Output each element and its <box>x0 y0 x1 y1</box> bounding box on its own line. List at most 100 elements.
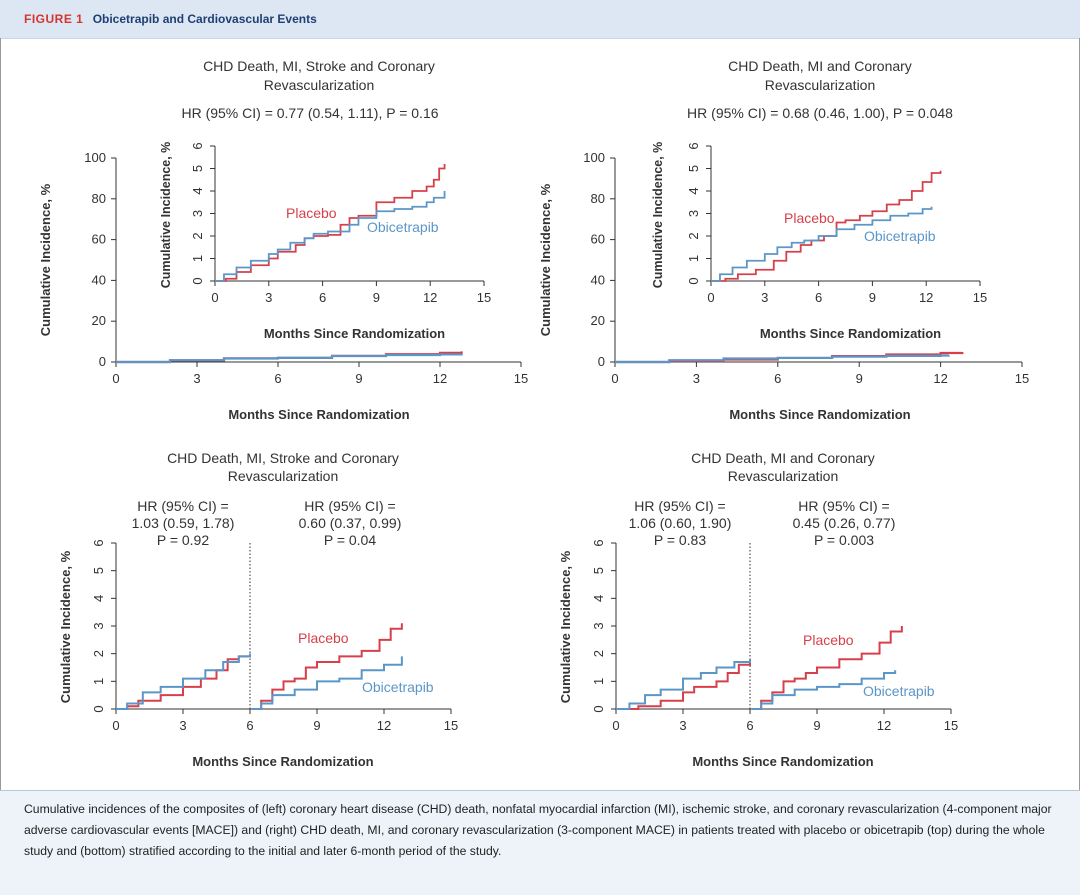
y-axis-label: Cumulative Incidence, % <box>38 183 53 336</box>
y-tick-label: 40 <box>92 272 106 287</box>
hazard-ratio-period-1-line-3: P = 0.83 <box>654 532 707 548</box>
x-tick-label: 6 <box>274 371 281 386</box>
hazard-ratio-text: HR (95% CI) = 0.77 (0.54, 1.11), P = 0.1… <box>181 105 438 121</box>
y-tick-label: 5 <box>91 567 106 574</box>
x-tick-label: 9 <box>313 718 320 733</box>
chart-title-line2: Revascularization <box>264 77 375 93</box>
x-tick-label: 3 <box>179 718 186 733</box>
placebo-line <box>616 626 903 710</box>
y-tick-label: 6 <box>190 142 205 149</box>
y-tick-label: 100 <box>84 150 106 165</box>
y-tick-label: 3 <box>591 622 606 629</box>
figure-caption: Cumulative incidences of the composites … <box>24 802 1052 858</box>
y-tick-label: 6 <box>591 539 606 546</box>
x-tick-label: 3 <box>265 290 272 305</box>
x-tick-label: 0 <box>112 371 119 386</box>
y-tick-label: 40 <box>591 272 605 287</box>
chart-title-line2: Revascularization <box>765 77 876 93</box>
chart-bottom-left-series <box>116 623 403 710</box>
x-tick-label: 15 <box>514 371 528 386</box>
placebo-label: Placebo <box>286 205 337 221</box>
y-tick-label: 0 <box>99 354 106 369</box>
x-tick-label: 3 <box>761 290 768 305</box>
x-tick-label: 6 <box>774 371 781 386</box>
chart-top-right-series <box>615 351 964 364</box>
x-tick-label: 0 <box>612 718 619 733</box>
y-tick-label: 4 <box>591 595 606 602</box>
placebo-label: Placebo <box>803 632 854 648</box>
y-tick-label: 2 <box>591 650 606 657</box>
y-tick-label: 4 <box>686 187 701 194</box>
x-tick-label: 6 <box>815 290 822 305</box>
obicetrapib-label: Obicetrapib <box>863 683 935 699</box>
y-tick-label: 1 <box>190 255 205 262</box>
obicetrapib-line <box>215 191 446 282</box>
chart-top-left-series <box>116 351 463 364</box>
obicetrapib-label: Obicetrapib <box>864 228 936 244</box>
chart-bottom-right-series <box>616 626 903 710</box>
x-tick-label: 15 <box>1015 371 1029 386</box>
y-tick-label: 1 <box>91 678 106 685</box>
hazard-ratio-period-2-line-1: HR (95% CI) = <box>304 498 395 514</box>
y-tick-label: 0 <box>91 705 106 712</box>
chart-title-line1: CHD Death, MI and Coronary <box>691 450 875 466</box>
hazard-ratio-period-1-line-1: HR (95% CI) = <box>137 498 228 514</box>
x-tick-label: 15 <box>477 290 491 305</box>
y-tick-label: 0 <box>598 354 605 369</box>
y-tick-label: 1 <box>686 255 701 262</box>
placebo-label: Placebo <box>298 630 349 646</box>
obicetrapib-line <box>615 354 950 364</box>
hazard-ratio-period-2-line-3: P = 0.003 <box>814 532 874 548</box>
x-tick-label: 6 <box>246 718 253 733</box>
x-tick-label: 12 <box>423 290 437 305</box>
y-tick-label: 60 <box>591 232 605 247</box>
y-tick-label: 5 <box>190 165 205 172</box>
figure-label: FIGURE 1 <box>24 12 84 26</box>
inset-x-axis-label: Months Since Randomization <box>264 326 445 341</box>
x-axis-label: Months Since Randomization <box>228 407 409 422</box>
chart-top-right-inset-series <box>711 170 942 282</box>
hazard-ratio-text: HR (95% CI) = 0.68 (0.46, 1.00), P = 0.0… <box>687 105 953 121</box>
figure-heading: FIGURE 1 Obicetrapib and Cardiovascular … <box>24 12 317 26</box>
obicetrapib-line <box>616 659 897 710</box>
x-tick-label: 15 <box>944 718 958 733</box>
hazard-ratio-period-2-line-3: P = 0.04 <box>324 532 377 548</box>
chart-top-left-inset-series <box>215 164 446 282</box>
obicetrapib-line <box>116 353 463 364</box>
x-tick-label: 12 <box>933 371 947 386</box>
x-tick-label: 0 <box>211 290 218 305</box>
x-tick-label: 9 <box>856 371 863 386</box>
x-tick-label: 0 <box>611 371 618 386</box>
hazard-ratio-period-1-line-1: HR (95% CI) = <box>634 498 725 514</box>
x-tick-label: 6 <box>319 290 326 305</box>
y-tick-label: 2 <box>686 232 701 239</box>
x-tick-label: 3 <box>693 371 700 386</box>
obicetrapib-label: Obicetrapib <box>362 679 434 695</box>
x-tick-label: 12 <box>919 290 933 305</box>
y-tick-label: 2 <box>190 232 205 239</box>
y-tick-label: 2 <box>91 650 106 657</box>
y-tick-label: 6 <box>91 539 106 546</box>
x-tick-label: 15 <box>444 718 458 733</box>
chart-title-line2: Revascularization <box>728 468 839 484</box>
x-tick-label: 3 <box>679 718 686 733</box>
caption-box: Cumulative incidences of the composites … <box>0 790 1080 895</box>
x-tick-label: 12 <box>877 718 891 733</box>
placebo-line <box>116 623 403 710</box>
x-tick-label: 9 <box>869 290 876 305</box>
y-tick-label: 60 <box>92 232 106 247</box>
inset-y-axis-label: Cumulative Incidence, % <box>159 142 173 289</box>
placebo-line <box>215 164 446 282</box>
hazard-ratio-period-2-line-1: HR (95% CI) = <box>798 498 889 514</box>
placebo-line <box>711 170 942 282</box>
hazard-ratio-period-2-line-2: 0.45 (0.26, 0.77) <box>793 515 896 531</box>
obicetrapib-line <box>711 206 933 282</box>
hazard-ratio-period-2-line-2: 0.60 (0.37, 0.99) <box>299 515 402 531</box>
y-tick-label: 4 <box>91 595 106 602</box>
chart-title-line1: CHD Death, MI and Coronary <box>728 58 912 74</box>
obicetrapib-label: Obicetrapib <box>367 219 439 235</box>
